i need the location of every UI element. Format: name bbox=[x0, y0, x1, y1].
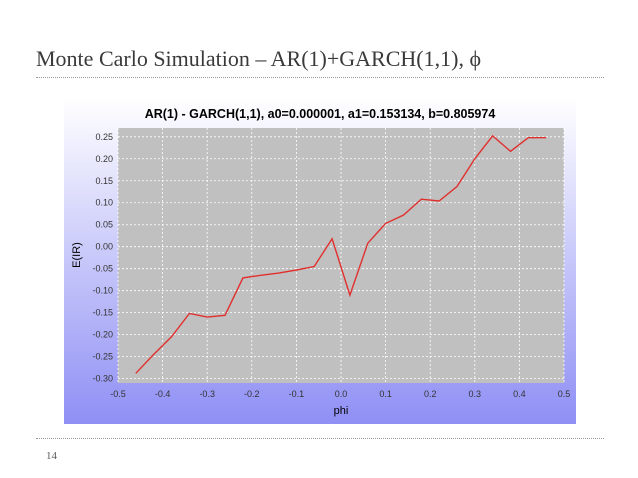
line-chart: AR(1) - GARCH(1,1), a0=0.000001, a1=0.15… bbox=[64, 98, 576, 424]
x-tick-label: -0.1 bbox=[289, 389, 305, 399]
slide-title: Monte Carlo Simulation – AR(1)+GARCH(1,1… bbox=[36, 46, 482, 71]
chart-title: AR(1) - GARCH(1,1), a0=0.000001, a1=0.15… bbox=[145, 107, 496, 121]
y-axis-ticks: 0.25 0.20 0.15 0.10 0.05 0.00 -0.05 -0.10 -0.15 -… bbox=[92, 132, 113, 384]
x-tick-label: -0.2 bbox=[244, 389, 260, 399]
x-tick-label: 0.2 bbox=[424, 389, 437, 399]
grid-lines bbox=[117, 128, 565, 383]
x-axis-ticks: -0.5 -0.4 -0.3 -0.2 -0.1 0.0 0.1 0.2 0.3 0.4 0.5 bbox=[110, 389, 570, 399]
y-tick-label: -0.10 bbox=[92, 286, 113, 296]
y-tick-label: -0.20 bbox=[92, 330, 113, 340]
y-tick-label: -0.15 bbox=[92, 308, 113, 318]
x-tick-label: -0.5 bbox=[110, 389, 126, 399]
x-axis-label: phi bbox=[334, 405, 349, 417]
y-tick-label: 0.25 bbox=[95, 132, 113, 142]
y-tick-label: 0.15 bbox=[95, 176, 113, 186]
y-tick-label: 0.05 bbox=[95, 220, 113, 230]
x-tick-label: 0.1 bbox=[379, 389, 392, 399]
x-tick-label: -0.3 bbox=[199, 389, 215, 399]
y-tick-label: -0.30 bbox=[92, 374, 113, 384]
y-tick-label: 0.10 bbox=[95, 198, 113, 208]
x-tick-label: 0.3 bbox=[469, 389, 482, 399]
x-tick-label: 0.5 bbox=[558, 389, 571, 399]
title-divider bbox=[36, 77, 604, 78]
x-tick-label: -0.4 bbox=[155, 389, 171, 399]
y-tick-label: 0.00 bbox=[95, 242, 113, 252]
y-tick-label: 0.20 bbox=[95, 154, 113, 164]
y-tick-label: -0.05 bbox=[92, 264, 113, 274]
page-number: 14 bbox=[46, 450, 57, 462]
x-tick-label: 0.0 bbox=[335, 389, 348, 399]
y-tick-label: -0.25 bbox=[92, 352, 113, 362]
x-tick-label: 0.4 bbox=[513, 389, 526, 399]
footer-divider bbox=[36, 438, 604, 439]
series-line bbox=[135, 134, 547, 374]
y-axis-label: E(IR) bbox=[71, 242, 83, 268]
